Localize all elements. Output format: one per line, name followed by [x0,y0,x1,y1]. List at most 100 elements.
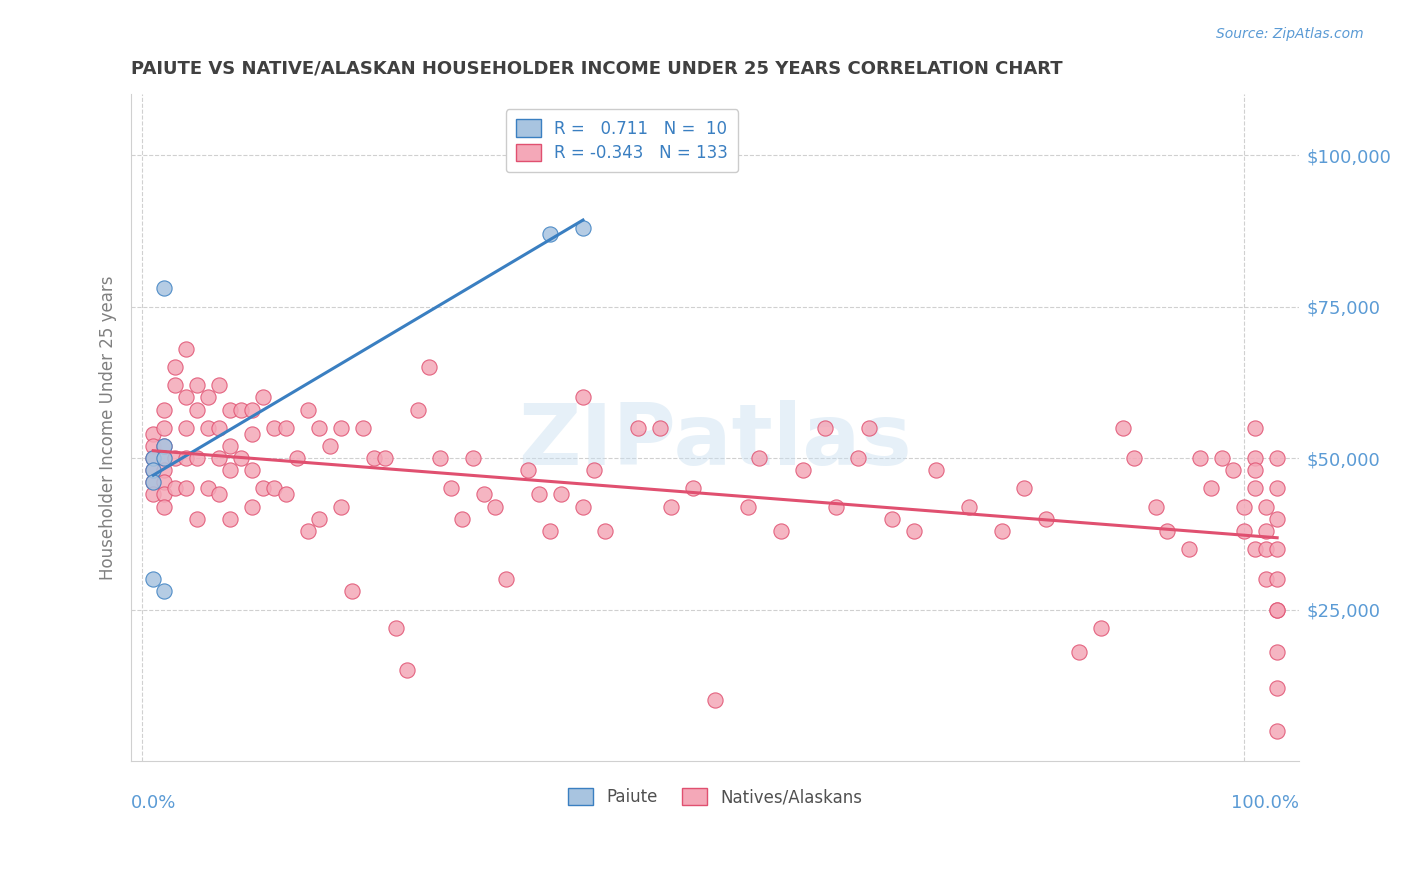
Point [582,463,605,477]
Point [186,378,208,392]
Point [219,511,242,525]
Point [1265,481,1288,495]
Point [176,421,198,435]
Point [903,524,925,538]
Point [153,451,176,466]
Point [527,487,550,501]
Point [142,475,165,490]
Point [142,463,165,477]
Point [1211,451,1233,466]
Point [363,451,385,466]
Point [186,451,208,466]
Point [165,378,187,392]
Point [165,451,187,466]
Point [1144,500,1167,514]
Point [153,439,176,453]
Point [572,220,595,235]
Text: PAIUTE VS NATIVE/ALASKAN HOUSEHOLDER INCOME UNDER 25 YEARS CORRELATION CHART: PAIUTE VS NATIVE/ALASKAN HOUSEHOLDER INC… [131,60,1063,78]
Point [318,439,340,453]
Point [1090,621,1112,635]
Text: 100.0%: 100.0% [1232,795,1299,813]
Point [538,524,561,538]
Point [1265,723,1288,738]
Point [142,463,165,477]
Point [142,451,165,466]
Point [153,439,176,453]
Point [219,439,242,453]
Point [1233,524,1256,538]
Point [1256,524,1278,538]
Point [1265,511,1288,525]
Point [418,360,440,375]
Point [176,342,198,356]
Point [263,481,285,495]
Point [858,421,880,435]
Point [682,481,704,495]
Point [242,463,264,477]
Point [1256,572,1278,586]
Point [792,463,814,477]
Point [990,524,1012,538]
Point [1244,541,1267,556]
Point [197,391,219,405]
Point [484,500,506,514]
Point [1265,602,1288,616]
Point [153,487,176,501]
Point [297,402,319,417]
Point [219,463,242,477]
Point [1067,645,1090,659]
Point [395,663,418,677]
Point [450,511,472,525]
Point [219,402,242,417]
Point [242,402,264,417]
Point [153,402,176,417]
Point [1199,481,1222,495]
Point [153,500,176,514]
Legend: Paiute, Natives/Alaskans: Paiute, Natives/Alaskans [561,781,869,813]
Point [285,451,308,466]
Point [1256,541,1278,556]
Point [208,451,231,466]
Point [242,426,264,441]
Point [329,500,352,514]
Text: ZIPatlas: ZIPatlas [519,400,912,483]
Point [627,421,650,435]
Point [142,572,165,586]
Point [197,421,219,435]
Point [1244,421,1267,435]
Point [308,421,330,435]
Point [1265,541,1288,556]
Point [176,481,198,495]
Point [406,402,429,417]
Point [252,481,274,495]
Point [297,524,319,538]
Point [1012,481,1035,495]
Point [142,475,165,490]
Point [538,227,561,241]
Point [1122,451,1144,466]
Point [165,481,187,495]
Point [1244,481,1267,495]
Point [176,391,198,405]
Point [1112,421,1135,435]
Point [1256,500,1278,514]
Point [1035,511,1057,525]
Point [572,500,595,514]
Point [550,487,572,501]
Point [748,451,770,466]
Point [440,481,463,495]
Point [825,500,848,514]
Point [252,391,274,405]
Point [153,584,176,599]
Point [495,572,517,586]
Point [814,421,837,435]
Point [1265,602,1288,616]
Point [153,475,176,490]
Point [153,451,176,466]
Point [274,421,297,435]
Point [153,421,176,435]
Point [1265,451,1288,466]
Point [142,451,165,466]
Point [880,511,903,525]
Point [308,511,330,525]
